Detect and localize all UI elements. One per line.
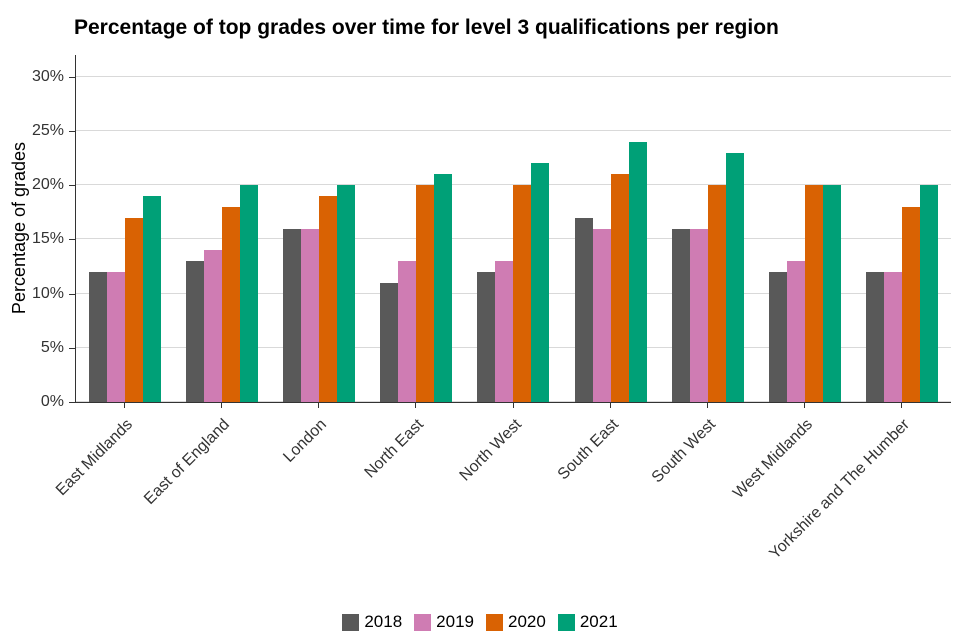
chart-title: Percentage of top grades over time for l… bbox=[74, 16, 779, 39]
x-tick-mark bbox=[512, 403, 514, 408]
x-tick-mark bbox=[804, 403, 806, 408]
legend-label: 2021 bbox=[579, 612, 618, 631]
legend: 2018 2019 2020 2021 bbox=[0, 612, 960, 632]
x-tick-label: North East bbox=[361, 416, 428, 482]
bar-2021 bbox=[337, 185, 356, 402]
x-tick-mark bbox=[318, 403, 320, 408]
legend-label: 2019 bbox=[436, 612, 474, 631]
x-tick-label: North West bbox=[456, 416, 525, 485]
bar-group bbox=[757, 55, 854, 402]
gridline bbox=[76, 129, 951, 131]
bar-2020 bbox=[221, 206, 240, 402]
y-tick-label: 5% bbox=[40, 338, 64, 356]
bar-2019 bbox=[203, 250, 222, 402]
bar-2020 bbox=[610, 174, 629, 402]
plot-area bbox=[75, 55, 951, 403]
bar-group bbox=[173, 55, 270, 402]
bar-2019 bbox=[495, 261, 514, 402]
bar-2021 bbox=[920, 185, 939, 402]
bar-2019 bbox=[592, 228, 611, 402]
bar-2021 bbox=[239, 185, 258, 402]
bar-2020 bbox=[513, 185, 532, 402]
bar-2021 bbox=[725, 152, 744, 402]
bar-2018 bbox=[477, 271, 496, 402]
bar-group bbox=[368, 55, 465, 402]
bar-2020 bbox=[124, 217, 143, 402]
x-tick-mark bbox=[901, 403, 903, 408]
bar-2021 bbox=[142, 195, 161, 402]
legend-swatch bbox=[486, 613, 503, 631]
bar-2018 bbox=[671, 228, 690, 402]
gridline bbox=[76, 184, 951, 186]
legend-label: 2020 bbox=[508, 612, 546, 631]
bar-2018 bbox=[380, 282, 399, 402]
bar-group bbox=[465, 55, 562, 402]
bar-2018 bbox=[283, 228, 302, 402]
x-tick-mark bbox=[609, 403, 611, 408]
bar-2020 bbox=[707, 185, 726, 402]
bar-group bbox=[270, 55, 367, 402]
x-tick-label: East Midlands bbox=[52, 416, 136, 500]
bar-2020 bbox=[805, 185, 824, 402]
bar-2020 bbox=[319, 195, 338, 402]
bar-2019 bbox=[884, 271, 903, 402]
y-axis-title: Percentage of grades bbox=[9, 141, 29, 315]
bar-2019 bbox=[106, 271, 125, 402]
bar-2018 bbox=[769, 271, 788, 402]
y-tick-label: 0% bbox=[40, 393, 64, 410]
gridline bbox=[76, 75, 951, 77]
bar-group bbox=[659, 55, 756, 402]
bar-group bbox=[854, 55, 951, 402]
bar-2021 bbox=[434, 174, 453, 402]
x-tick-mark bbox=[220, 403, 222, 408]
bar-2018 bbox=[866, 271, 885, 402]
bar-2018 bbox=[574, 217, 593, 402]
x-tick-label: West Midlands bbox=[730, 416, 817, 503]
bar-2019 bbox=[398, 261, 417, 402]
bars bbox=[76, 55, 951, 402]
bar-group bbox=[76, 55, 173, 402]
legend-item-2021: 2021 bbox=[557, 612, 618, 632]
bar-2021 bbox=[531, 163, 550, 402]
bar-2020 bbox=[416, 185, 435, 402]
y-tick-label: 30% bbox=[31, 67, 64, 85]
legend-label: 2018 bbox=[364, 612, 403, 631]
x-tick-label: London bbox=[280, 416, 331, 466]
bar-2019 bbox=[301, 228, 320, 402]
legend-swatch bbox=[557, 613, 575, 631]
x-tick-label: South West bbox=[648, 416, 719, 487]
legend-swatch bbox=[342, 613, 360, 631]
bar-2018 bbox=[185, 261, 204, 402]
bar-2020 bbox=[902, 206, 921, 402]
legend-item-2020: 2020 bbox=[486, 612, 546, 632]
x-tick-label: East of England bbox=[140, 416, 233, 508]
x-tick-label: South East bbox=[554, 416, 622, 484]
legend-item-2018: 2018 bbox=[342, 612, 402, 632]
x-tick-label: Yorkshire and The Humber bbox=[766, 416, 914, 563]
bar-2021 bbox=[628, 141, 647, 402]
bar-2018 bbox=[88, 271, 107, 402]
legend-item-2019: 2019 bbox=[414, 612, 474, 632]
bar-2019 bbox=[787, 261, 806, 402]
x-tick-mark bbox=[415, 403, 417, 408]
x-tick-mark bbox=[123, 403, 125, 408]
legend-swatch bbox=[414, 613, 432, 631]
bar-2021 bbox=[823, 185, 842, 402]
bar-group bbox=[562, 55, 659, 402]
bar-2019 bbox=[689, 228, 708, 402]
x-tick-mark bbox=[706, 403, 708, 408]
